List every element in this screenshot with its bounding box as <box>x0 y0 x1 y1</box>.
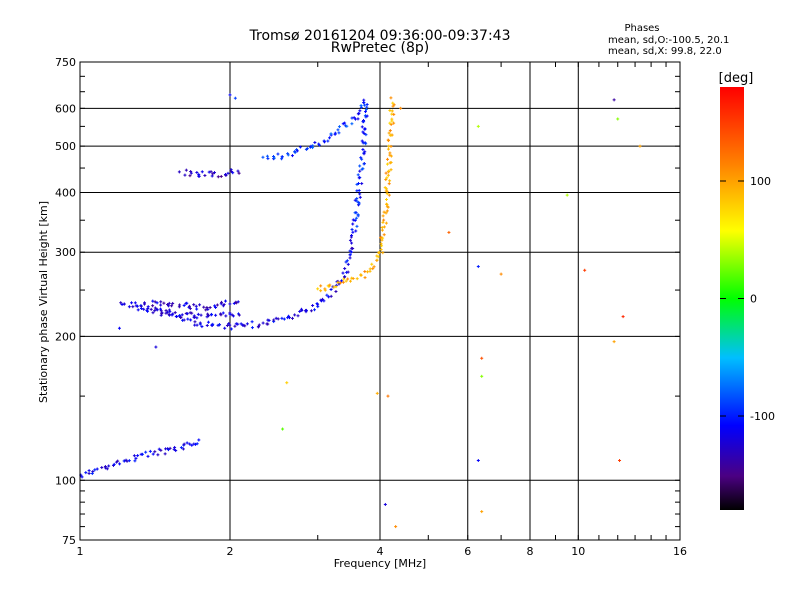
y-tick-label: 750 <box>55 56 76 69</box>
y-tick-label: 500 <box>55 140 76 153</box>
y-tick-label: 200 <box>55 330 76 343</box>
phases-mean-o: mean, sd,O:-100.5, 20.1 <box>608 35 729 46</box>
colorbar-tick-label: 100 <box>750 175 771 188</box>
colorbar-ticks: 100 0 -100 <box>720 175 775 423</box>
phases-heading: Phases <box>624 23 659 34</box>
chart-subtitle: RwPretec (8p) <box>331 40 429 56</box>
y-tick-label: 600 <box>55 102 76 115</box>
y-tick-label: 100 <box>55 474 76 487</box>
echo-points <box>79 93 642 529</box>
axis-ticks: 1 2 4 6 8 10 16 75 100 200 300 400 500 600 750 <box>55 56 687 558</box>
colorbar-tick-label: -100 <box>750 410 775 423</box>
y-tick-label: 400 <box>55 186 76 199</box>
x-tick-label: 16 <box>673 545 687 558</box>
y-tick-label: 75 <box>62 534 76 547</box>
grid-lines <box>80 62 680 540</box>
chart-title: Tromsø 20161204 09:36:00-09:37:43 <box>249 28 511 44</box>
x-tick-label: 6 <box>464 545 471 558</box>
y-axis-label: Stationary phase Virtual Height [km] <box>37 201 50 403</box>
x-axis-label: Frequency [MHz] <box>334 557 426 570</box>
x-tick-label: 10 <box>571 545 585 558</box>
y-tick-label: 300 <box>55 246 76 259</box>
colorbar-unit-label: [deg] <box>719 71 754 86</box>
x-tick-label: 8 <box>527 545 534 558</box>
x-tick-label: 4 <box>377 545 384 558</box>
x-tick-label: 1 <box>77 545 84 558</box>
colorbar-tick-label: 0 <box>750 293 757 306</box>
x-tick-label: 2 <box>227 545 234 558</box>
phases-mean-x: mean, sd,X: 99.8, 22.0 <box>608 46 722 57</box>
